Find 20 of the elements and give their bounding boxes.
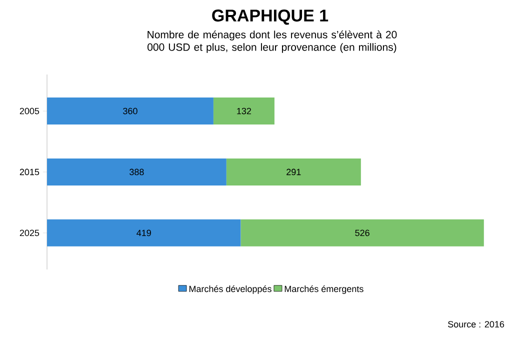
y-tick-label: 2005: [20, 108, 40, 114]
y-tick-label: 2025: [20, 230, 40, 236]
bar: [47, 219, 241, 246]
data-label: 388: [130, 168, 144, 176]
data-label: 360: [123, 108, 138, 114]
bar: [47, 98, 214, 125]
y-tick-label: 2015: [20, 168, 40, 176]
legend-label: Marchés émergents: [284, 285, 364, 294]
bar: [213, 98, 274, 125]
data-label: 526: [355, 230, 370, 236]
bar: [47, 158, 226, 186]
data-label: 132: [237, 108, 251, 114]
bar: [226, 158, 361, 186]
chart-subtitle: Nombre de ménages dont les revenus s’élèvent à 20 000 USD et plus, selon leur provenance (en millions): [148, 30, 397, 53]
chart-title: GRAPHIQUE 1: [212, 10, 328, 25]
bar: [240, 219, 484, 246]
data-label: 419: [136, 230, 151, 236]
legend-label: Marchés développés: [189, 285, 272, 294]
source-note: Source : 2016: [448, 321, 504, 328]
data-label: 291: [286, 168, 301, 176]
